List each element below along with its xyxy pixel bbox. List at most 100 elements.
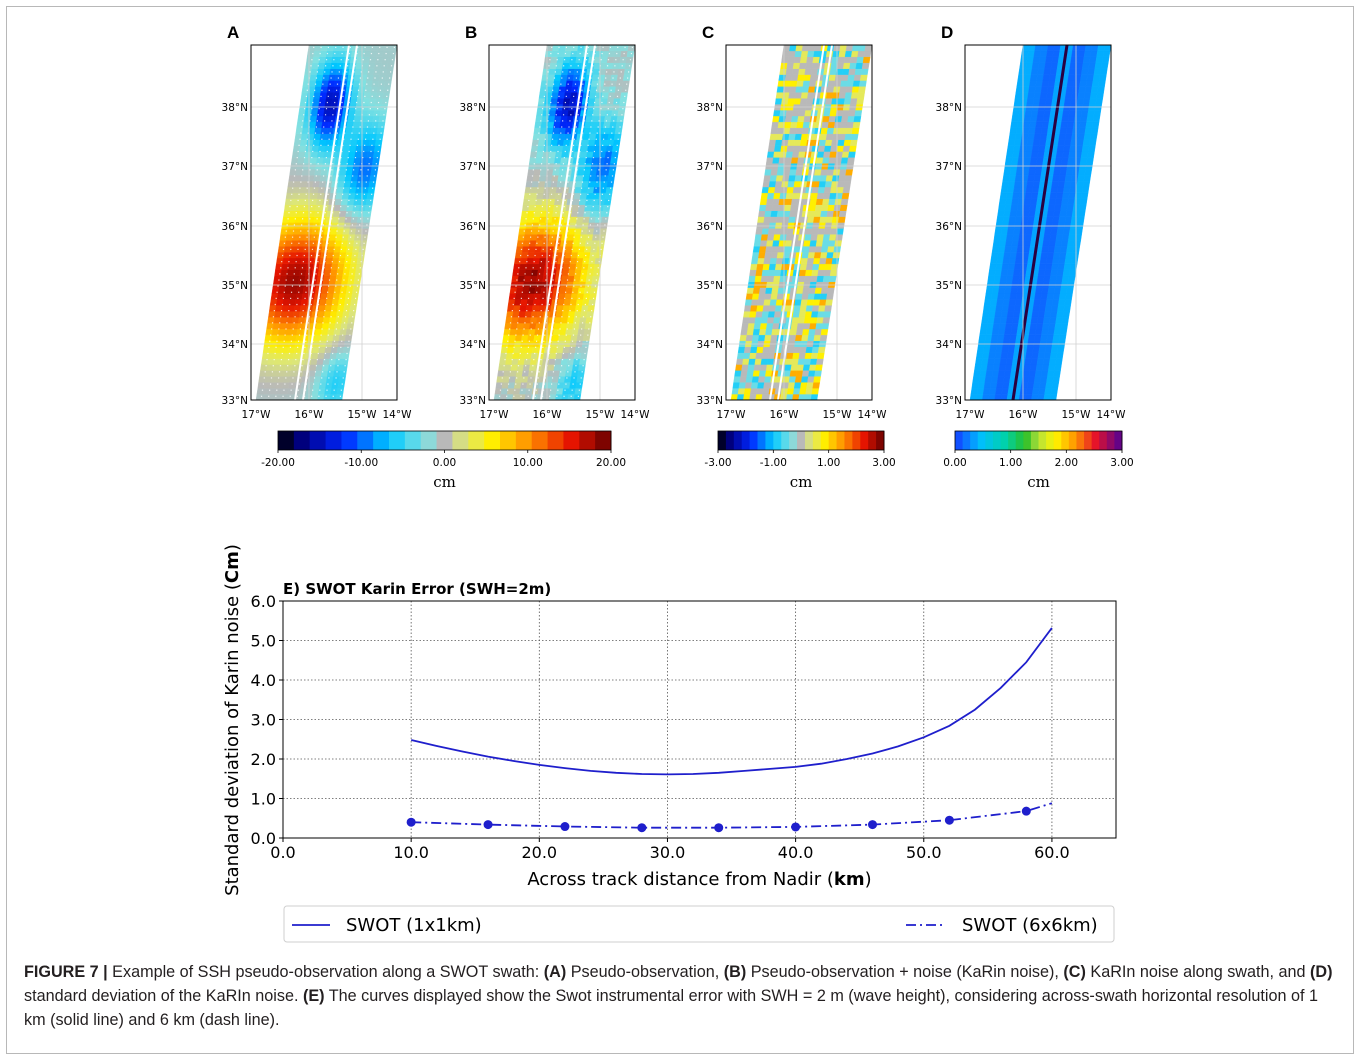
lat-tick-label: 35°N <box>936 280 962 292</box>
x-axis-label-part: km <box>834 869 865 890</box>
x-tick-label: 30.0 <box>650 843 686 862</box>
lon-tick-label: 15°W <box>586 409 616 421</box>
lon-tick-label: 16°W <box>770 409 800 421</box>
y-axis-label: Standard deviation of Karin noise (Cm) <box>222 544 243 896</box>
nadir-line <box>1011 45 1069 400</box>
colorbar-segment <box>531 431 549 450</box>
nadir-gap-left <box>532 45 588 400</box>
lat-tick-label: 36°N <box>936 221 962 233</box>
colorbar-segment <box>749 431 759 450</box>
series-line-1 <box>410 627 1053 776</box>
colorbar-unit: cm <box>1027 473 1050 491</box>
colorbar-segment <box>357 431 374 450</box>
colorbar-segment <box>977 431 986 450</box>
colorbar-tick-label: 0.00 <box>433 457 456 469</box>
x-axis-label-part: ) <box>865 869 872 890</box>
colorbar-segment <box>515 431 533 450</box>
x-tick-label: 0.0 <box>270 843 295 862</box>
colorbar-segment <box>1091 431 1100 450</box>
series-line-2 <box>411 802 1053 829</box>
chart-e: Across track distance from Nadir (km)Sta… <box>222 544 1117 943</box>
colorbar-segment <box>1084 431 1093 450</box>
map-frame <box>964 44 1112 401</box>
caption-body: Example of SSH pseudo-observation along … <box>24 963 1332 1029</box>
caption-part: Pseudo-observation, <box>566 963 724 981</box>
legend-frame <box>283 905 1115 943</box>
colorbar-segment <box>741 431 751 450</box>
caption-part: Example of SSH pseudo-observation along … <box>107 963 544 981</box>
lat-tick-label: 37°N <box>460 161 486 173</box>
caption-part: KaRIn noise along swath, and <box>1085 963 1310 981</box>
lat-tick-label: 34°N <box>460 339 486 351</box>
colorbar-segment <box>1061 431 1070 450</box>
colorbar-segment <box>757 431 766 450</box>
colorbar-frame <box>717 430 885 451</box>
map-frame <box>488 44 636 401</box>
y-tick-label: 5.0 <box>251 632 276 651</box>
lon-tick-label: 14°W <box>621 409 651 421</box>
colorbar-segment <box>1114 431 1123 450</box>
map-panel-d <box>964 44 1112 401</box>
series-marker <box>637 823 647 833</box>
lat-tick-label: 36°N <box>460 221 486 233</box>
colorbar-segment <box>844 431 853 450</box>
colorbar-segment <box>278 431 295 450</box>
caption-part: (D) <box>1309 963 1333 981</box>
colorbar-segment <box>804 431 814 450</box>
series-marker <box>483 820 493 830</box>
nadir-gap-right <box>777 45 833 400</box>
map-panel-a <box>250 44 398 401</box>
colorbar-segment <box>876 431 885 450</box>
colorbar-segment <box>404 431 422 450</box>
lat-tick-label: 38°N <box>222 102 248 114</box>
colorbar-segment <box>468 431 485 450</box>
series-marker <box>1021 806 1031 816</box>
caption-part: Pseudo-observation + noise (KaRin noise)… <box>746 963 1064 981</box>
colorbar-segment <box>1068 431 1077 450</box>
y-axis-label-part: ) <box>222 544 243 551</box>
colorbar-segment <box>962 431 971 450</box>
lon-tick-label: 17°W <box>717 409 747 421</box>
lat-tick-label: 38°N <box>460 102 486 114</box>
lon-tick-label: 16°W <box>1009 409 1039 421</box>
colorbar-segment <box>955 431 964 450</box>
colorbar-segment <box>985 431 994 450</box>
colorbar-segment <box>436 431 453 450</box>
colorbar-segment <box>579 431 596 450</box>
colorbar-segment <box>1076 431 1085 450</box>
lat-tick-label: 33°N <box>697 395 723 407</box>
lat-tick-label: 33°N <box>222 395 248 407</box>
series-marker <box>791 822 801 832</box>
colorbar-tick-label: 3.00 <box>1110 457 1133 469</box>
colorbar-unit: cm <box>433 473 456 491</box>
colorbar-segment <box>293 431 311 450</box>
colorbar-tick-label: -20.00 <box>261 457 295 469</box>
map-grid <box>251 45 397 400</box>
nadir-gap-right <box>302 45 358 400</box>
map-grid <box>726 45 872 400</box>
colorbar-segment <box>868 431 877 450</box>
lat-tick-label: 37°N <box>222 161 248 173</box>
figure-caption: FIGURE 7 | Example of SSH pseudo-observa… <box>24 960 1334 1032</box>
colorbar-segment <box>836 431 845 450</box>
colorbar-segment <box>1046 431 1055 450</box>
colorbar-tick-label: -3.00 <box>704 457 731 469</box>
series-marker <box>714 823 724 833</box>
caption-part: The curves displayed show the Swot instr… <box>24 987 1318 1029</box>
swath <box>969 45 1111 400</box>
y-axis-label-part: Standard deviation of Karin noise ( <box>222 583 243 896</box>
y-tick-label: 0.0 <box>251 829 276 848</box>
panel-letter: B <box>465 23 477 42</box>
colorbar-segment <box>1099 431 1108 450</box>
colorbar-segment <box>547 431 564 450</box>
legend <box>283 905 1115 943</box>
map-frame <box>725 44 873 401</box>
nadir-gap-left <box>294 45 350 400</box>
colorbar-segment <box>765 431 774 450</box>
colorbar-segment <box>309 431 327 450</box>
colorbar-segment <box>773 431 782 450</box>
nadir-gap-left <box>769 45 825 400</box>
chart-grid <box>283 601 1116 838</box>
colorbar-segment <box>1038 431 1047 450</box>
caption-part: standard deviation of the KaRIn noise. <box>24 987 303 1005</box>
